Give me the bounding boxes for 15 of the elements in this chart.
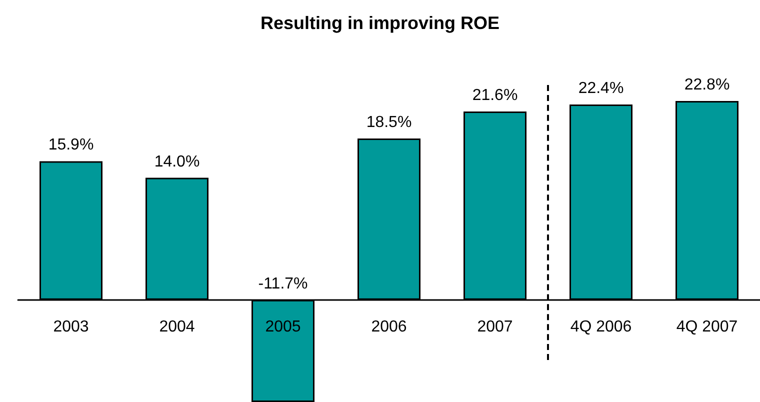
- data-label: 18.5%: [366, 114, 412, 132]
- x-tick-label: 2004: [159, 318, 195, 336]
- data-label: 22.8%: [684, 76, 730, 94]
- x-tick-label: 2003: [53, 318, 89, 336]
- x-tick-label: 4Q 2007: [676, 318, 738, 336]
- data-label: 21.6%: [472, 86, 518, 104]
- x-tick-label: 2005: [265, 318, 301, 336]
- data-label: 14.0%: [154, 153, 200, 170]
- data-label: -11.7%: [258, 275, 308, 292]
- chart-title: Resulting in improving ROE: [260, 13, 500, 33]
- x-tick-label: 2007: [477, 318, 513, 336]
- x-tick-label: 2006: [371, 318, 407, 336]
- x-tick-label: 4Q 2006: [570, 318, 632, 336]
- data-label: 15.9%: [48, 136, 94, 154]
- data-label: 22.4%: [578, 80, 624, 97]
